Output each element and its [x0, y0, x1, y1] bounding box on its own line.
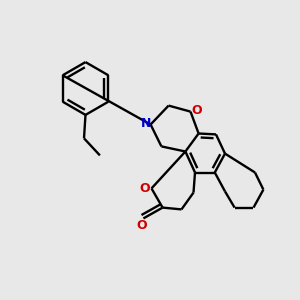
Text: N: N [141, 117, 151, 130]
Text: O: O [191, 104, 202, 118]
Text: O: O [136, 219, 147, 232]
Text: O: O [140, 182, 150, 195]
